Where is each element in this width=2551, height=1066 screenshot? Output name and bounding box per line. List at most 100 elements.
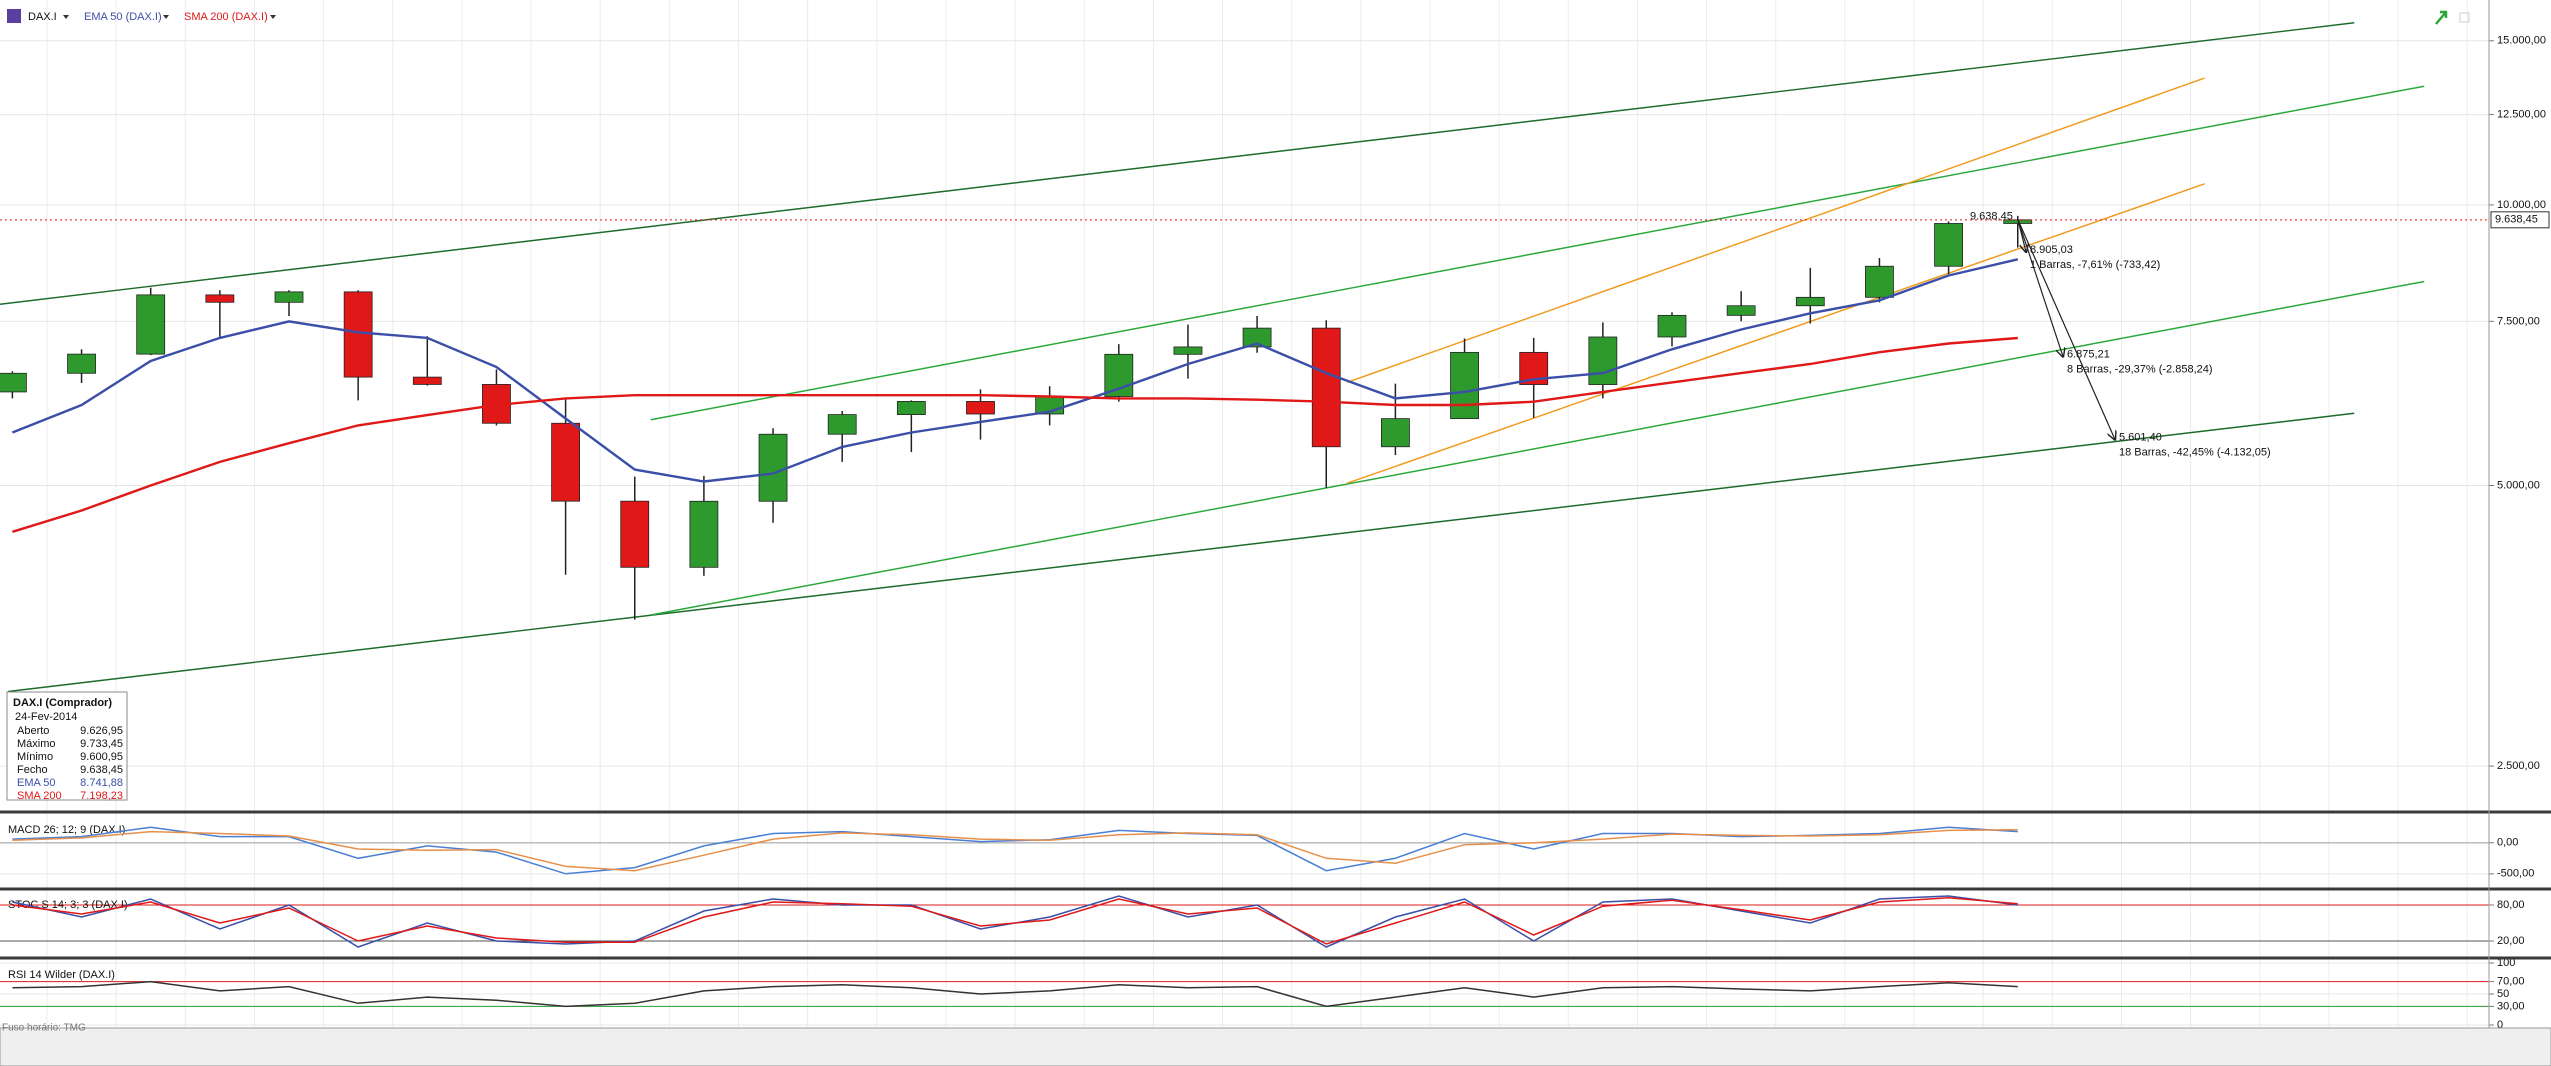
info-value: 9.733,45: [80, 738, 123, 750]
candle-body: [1242, 327, 1272, 348]
candle-body: [1311, 327, 1341, 448]
y-tick-label: 2.500,00: [2497, 760, 2540, 772]
footer: Fuso horário: TMG: [2, 1023, 86, 1034]
y-tick-label: 15.000,00: [2497, 35, 2546, 47]
info-label: Aberto: [17, 725, 49, 737]
candle-body: [1657, 314, 1687, 338]
candle-body: [67, 353, 96, 374]
annotation-label: 6.875,21: [2067, 348, 2110, 360]
y-tick-label: 80,00: [2497, 899, 2525, 911]
projection-arrow: [2017, 219, 2115, 440]
y-tick-label: 0: [2497, 1019, 2503, 1031]
info-label: EMA 50: [17, 777, 56, 789]
info-label: Mínimo: [17, 751, 53, 763]
candle-body: [1173, 346, 1203, 355]
annotation-note: 8 Barras, -29,37% (-2.858,24): [2067, 363, 2213, 375]
panel-title: MACD 26; 12; 9 (DAX.I): [8, 824, 125, 836]
current-price-box: [2490, 211, 2550, 229]
info-value: 8.741,88: [80, 777, 123, 789]
candle-body: [1104, 353, 1134, 397]
trend-line: [1346, 183, 2205, 484]
candle-body: [412, 376, 442, 385]
annotation-label: 5.601,40: [2119, 431, 2162, 443]
current-price-label: 9.638,45: [2495, 214, 2538, 226]
candle-body: [205, 294, 235, 303]
y-tick-label: 0,00: [2497, 837, 2518, 849]
annotation-note: 1 Barras, -7,61% (-733,42): [2030, 259, 2160, 271]
trend-line: [1346, 77, 2205, 384]
info-label: Máximo: [17, 738, 56, 750]
candle-body: [758, 433, 788, 502]
info-box: [6, 691, 128, 801]
info-label: Fecho: [17, 764, 48, 776]
candle-body: [274, 291, 304, 303]
candle-body: [689, 500, 719, 568]
annotation-label: 8.905,03: [2030, 244, 2073, 256]
toolbar-indicator[interactable]: SMA 200 (DAX.I): [184, 11, 268, 23]
toolbar-instrument[interactable]: DAX.I: [28, 11, 57, 23]
panel-title: RSI 14 Wilder (DAX.I): [8, 969, 115, 981]
trend-line: [0, 22, 2355, 305]
candle-body: [2003, 219, 2033, 224]
candle-body: [1795, 296, 1825, 307]
series-line: [12, 897, 2018, 945]
info-date: 24-Fev-2014: [15, 711, 77, 723]
grid-layer: [0, 0, 2494, 1028]
trend-line: [650, 85, 2425, 421]
y-tick-label: 7.500,00: [2497, 315, 2540, 327]
series-line: [12, 336, 2018, 533]
series-line: [12, 829, 2018, 872]
info-title: DAX.I (Comprador): [13, 697, 112, 709]
candle-body: [1450, 351, 1479, 420]
toolbar-indicator[interactable]: EMA 50 (DAX.I): [84, 11, 162, 23]
candle-body: [0, 372, 27, 393]
y-tick-label: -500,00: [2497, 868, 2534, 880]
dropdown[interactable]: [63, 15, 69, 19]
dropdown[interactable]: [270, 15, 276, 19]
candles: [0, 215, 2033, 620]
time-axis: [0, 1027, 2551, 1066]
trend-line: [8, 412, 2355, 693]
info-value: 9.600,95: [80, 751, 123, 763]
window-icon[interactable]: [2459, 12, 2470, 23]
candle-body: [1934, 223, 1963, 267]
candle-body: [896, 401, 926, 415]
y-tick-label: 50: [2497, 988, 2509, 1000]
instrument-icon[interactable]: [7, 9, 21, 23]
projection-arrow: [2017, 219, 2063, 357]
candle-body: [1381, 418, 1410, 448]
info-value: 9.626,95: [80, 725, 123, 737]
info-label: SMA 200: [17, 790, 62, 802]
candle-body: [1865, 265, 1894, 298]
y-tick-label: 10.000,00: [2497, 199, 2546, 211]
y-tick-label: 30,00: [2497, 1000, 2525, 1012]
candle-body: [827, 414, 857, 435]
info-value: 9.638,45: [80, 764, 123, 776]
trend-line: [650, 280, 2425, 616]
candle-body: [620, 500, 650, 568]
candle-body: [1588, 336, 1618, 385]
y-tick-label: 20,00: [2497, 935, 2525, 947]
y-tick-label: 100: [2497, 957, 2515, 969]
trend-lines: [0, 22, 2425, 693]
panel-separators: [0, 810, 2551, 960]
candle-body: [343, 291, 373, 378]
y-tick-label: 5.000,00: [2497, 479, 2540, 491]
candle-body: [1726, 305, 1756, 316]
candle-body: [551, 422, 580, 502]
series-line: [11, 258, 2019, 483]
series-line: [12, 980, 2018, 1008]
y-tick-label: 12.500,00: [2497, 108, 2546, 120]
info-box-content: DAX.I (Comprador) 24-Fev-2014 Aberto 9.626,…: [13, 697, 123, 802]
info-value: 7.198,23: [80, 790, 123, 802]
candle-body: [966, 401, 995, 415]
tool-icon[interactable]: [2435, 10, 2448, 25]
y-tick-label: 70,00: [2497, 976, 2525, 988]
dropdown[interactable]: [163, 15, 169, 19]
annotation-note: 18 Barras, -42,45% (-4.132,05): [2119, 446, 2271, 458]
candle-body: [136, 294, 166, 355]
annotation-label: 9.638,45: [1970, 211, 2013, 223]
